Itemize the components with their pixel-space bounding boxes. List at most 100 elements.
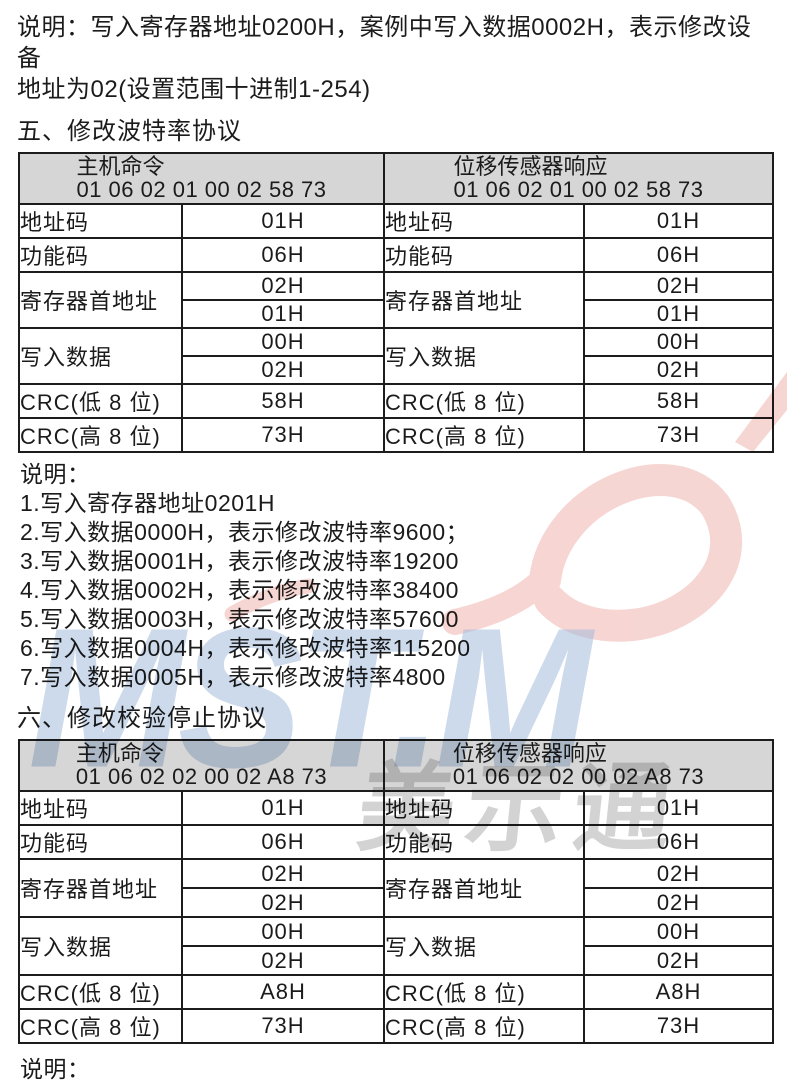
register-label: 寄存器首地址 (383, 858, 585, 918)
table-row-register-lo: 02H 02H (19, 887, 774, 918)
func-value: 06H (181, 237, 385, 273)
table-row-function: 功能码 06H 功能码 06H (18, 237, 774, 273)
func-label: 功能码 (383, 824, 585, 860)
register-hi-value: 02H (181, 271, 385, 301)
func-label: 功能码 (18, 237, 183, 273)
table-row-address: 地址码 01H 地址码 01H (18, 790, 774, 826)
register-hi-value: 02H (181, 858, 385, 889)
note-line: 4.写入数据0002H，表示修改波特率38400 (20, 577, 459, 603)
section6-title: 六、修改校验停止协议 (17, 705, 267, 732)
register-label: 寄存器首地址 (383, 271, 585, 329)
write-data-hi-value: 00H (181, 327, 385, 357)
table-row-crc-high: CRC(高 8 位) 73H CRC(高 8 位) 73H (18, 1008, 774, 1044)
crc-low-label: CRC(低 8 位) (18, 974, 183, 1010)
write-data-label: 写入数据 (18, 916, 183, 976)
write-data-lo-value: 02H (181, 945, 385, 976)
crc-low-label: CRC(低 8 位) (383, 974, 585, 1010)
write-data-label: 写入数据 (383, 327, 585, 385)
write-data-lo-value: 02H (181, 355, 385, 385)
crc-high-value: 73H (583, 417, 774, 453)
register-lo-value: 01H (583, 299, 774, 329)
host-command-title: 主机命令 (75, 741, 164, 766)
write-data-label: 写入数据 (18, 327, 183, 385)
addr-label: 地址码 (18, 790, 183, 826)
baud-rate-protocol-table: 主机命令 01 06 02 01 00 02 58 73 位移传感器响应 01 … (18, 152, 774, 453)
note-line: 7.写入数据0005H，表示修改波特率4800 (20, 664, 446, 690)
crc-low-label: CRC(低 8 位) (18, 383, 183, 419)
crc-high-label: CRC(高 8 位) (383, 417, 585, 453)
intro-note: 说明：写入寄存器地址0200H，案例中写入数据0002H，表示修改设备 地址为0… (17, 12, 775, 105)
crc-high-label: CRC(高 8 位) (383, 1008, 585, 1044)
write-data-hi-value: 00H (583, 916, 774, 947)
table-row-register-hi: 寄存器首地址 02H 寄存器首地址 02H (18, 271, 774, 329)
host-command-header: 主机命令 01 06 02 02 00 02 A8 73 (18, 739, 385, 792)
crc-low-value: A8H (583, 974, 774, 1010)
intro-line-1: 说明：写入寄存器地址0200H，案例中写入数据0002H，表示修改设备 (17, 14, 752, 72)
crc-high-label: CRC(高 8 位) (18, 1008, 183, 1044)
register-hi-value: 02H (583, 858, 774, 889)
register-lo-value: 02H (583, 887, 774, 918)
table-row-register-lo: 01H 01H (19, 299, 774, 329)
write-data-hi-value: 00H (583, 327, 774, 357)
section5-notes: 说明： 1.写入寄存器地址0201H 2.写入数据0000H，表示修改波特率96… (20, 460, 775, 692)
addr-value: 01H (583, 790, 774, 826)
table-row-crc-low: CRC(低 8 位) 58H CRC(低 8 位) 58H (18, 383, 774, 419)
write-data-lo-value: 02H (583, 355, 774, 385)
sensor-response-bytes: 01 06 02 01 00 02 58 73 (453, 177, 704, 202)
sensor-response-title: 位移传感器响应 (453, 154, 608, 179)
host-command-bytes: 01 06 02 01 00 02 58 73 (76, 177, 327, 202)
crc-high-value: 73H (181, 417, 385, 453)
write-data-label: 写入数据 (383, 916, 585, 976)
write-data-hi-value: 00H (181, 916, 385, 947)
crc-low-value: A8H (181, 974, 385, 1010)
register-lo-value: 02H (181, 887, 385, 918)
addr-value: 01H (583, 203, 774, 239)
write-data-lo-value: 02H (583, 945, 774, 976)
func-label: 功能码 (383, 237, 585, 273)
host-command-bytes: 01 06 02 02 00 02 A8 73 (75, 764, 328, 789)
table-row-crc-low: CRC(低 8 位) A8H CRC(低 8 位) A8H (18, 974, 774, 1010)
crc-low-value: 58H (583, 383, 774, 419)
sensor-response-header: 位移传感器响应 01 06 02 02 00 02 A8 73 (383, 739, 774, 792)
table-row-function: 功能码 06H 功能码 06H (18, 824, 774, 860)
register-label: 寄存器首地址 (18, 271, 183, 329)
note-line: 6.写入数据0004H，表示修改波特率115200 (20, 635, 471, 661)
parity-stop-protocol-table: 主机命令 01 06 02 02 00 02 A8 73 位移传感器响应 01 … (18, 739, 774, 1044)
sensor-response-title: 位移传感器响应 (452, 741, 607, 766)
register-label: 寄存器首地址 (18, 858, 183, 918)
sensor-response-header: 位移传感器响应 01 06 02 01 00 02 58 73 (383, 152, 774, 205)
host-command-header: 主机命令 01 06 02 01 00 02 58 73 (18, 152, 385, 205)
table-row-data-hi: 写入数据 00H 写入数据 00H (18, 916, 774, 976)
table-header-row: 主机命令 01 06 02 02 00 02 A8 73 位移传感器响应 01 … (18, 739, 774, 792)
crc-low-value: 58H (181, 383, 385, 419)
addr-value: 01H (181, 203, 385, 239)
crc-high-label: CRC(高 8 位) (18, 417, 183, 453)
crc-low-label: CRC(低 8 位) (383, 383, 585, 419)
table-row-address: 地址码 01H 地址码 01H (18, 203, 774, 239)
section6-notes-title: 说明： (20, 1056, 91, 1082)
crc-high-value: 73H (583, 1008, 774, 1044)
table-row-crc-high: CRC(高 8 位) 73H CRC(高 8 位) 73H (18, 417, 774, 453)
addr-value: 01H (181, 790, 385, 826)
sensor-response-bytes: 01 06 02 02 00 02 A8 73 (452, 764, 705, 789)
note-line: 2.写入数据0000H，表示修改波特率9600； (20, 519, 470, 545)
note-line: 5.写入数据0003H，表示修改波特率57600 (20, 606, 459, 632)
section5-title: 五、修改波特率协议 (17, 118, 242, 145)
func-label: 功能码 (18, 824, 183, 860)
func-value: 06H (181, 824, 385, 860)
addr-label: 地址码 (383, 203, 585, 239)
table-row-register-hi: 寄存器首地址 02H 寄存器首地址 02H (18, 858, 774, 918)
addr-label: 地址码 (18, 203, 183, 239)
crc-high-value: 73H (181, 1008, 385, 1044)
notes-title: 说明： (20, 461, 91, 487)
addr-label: 地址码 (383, 790, 585, 826)
note-line: 1.写入寄存器地址0201H (20, 490, 275, 516)
register-lo-value: 01H (181, 299, 385, 329)
func-value: 06H (583, 237, 774, 273)
host-command-title: 主机命令 (76, 154, 165, 179)
table-header-row: 主机命令 01 06 02 01 00 02 58 73 位移传感器响应 01 … (18, 152, 774, 205)
table-row-data-hi: 写入数据 00H 写入数据 00H (18, 327, 774, 385)
note-line: 3.写入数据0001H，表示修改波特率19200 (20, 548, 459, 574)
func-value: 06H (583, 824, 774, 860)
